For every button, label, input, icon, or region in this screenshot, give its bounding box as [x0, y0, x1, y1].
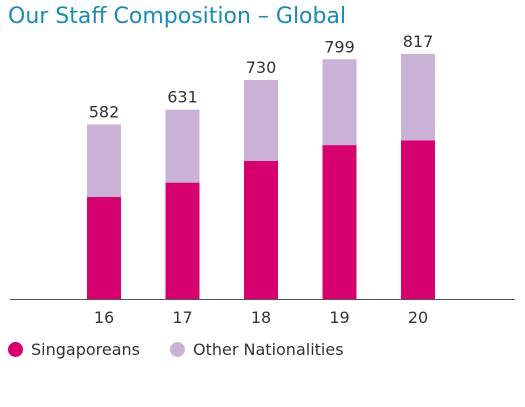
x-tick-label-17: 17 — [172, 308, 192, 327]
total-label-18: 730 — [246, 58, 277, 77]
bar-other-nationalities-20 — [401, 53, 435, 141]
legend-swatch-other-nationalities — [170, 342, 185, 357]
chart-title: Our Staff Composition – Global — [8, 4, 347, 29]
legend-label-other-nationalities: Other Nationalities — [193, 340, 344, 359]
legend-item-other-nationalities: Other Nationalities — [170, 340, 344, 359]
bar-other-nationalities-17 — [165, 109, 200, 183]
total-label-17: 631 — [167, 88, 198, 107]
bar-singaporeans-20 — [401, 140, 435, 299]
legend-label-singaporeans: Singaporeans — [31, 340, 140, 359]
chart-legend: Singaporeans Other Nationalities — [8, 340, 374, 359]
bar-singaporeans-18 — [244, 161, 278, 299]
x-tick-label-16: 16 — [94, 308, 114, 327]
bar-singaporeans-19 — [322, 145, 357, 299]
total-label-16: 582 — [89, 102, 120, 121]
bar-other-nationalities-18 — [244, 80, 278, 161]
bar-other-nationalities-16 — [87, 124, 121, 197]
legend-swatch-singaporeans — [8, 342, 23, 357]
legend-item-singaporeans: Singaporeans — [8, 340, 140, 359]
bar-other-nationalities-19 — [322, 59, 357, 146]
bar-singaporeans-16 — [87, 197, 121, 299]
x-tick-label-20: 20 — [408, 308, 428, 327]
total-label-20: 817 — [403, 32, 434, 51]
bar-singaporeans-17 — [165, 182, 200, 299]
x-tick-label-18: 18 — [251, 308, 271, 327]
total-label-19: 799 — [324, 37, 355, 56]
x-tick-label-19: 19 — [329, 308, 349, 327]
